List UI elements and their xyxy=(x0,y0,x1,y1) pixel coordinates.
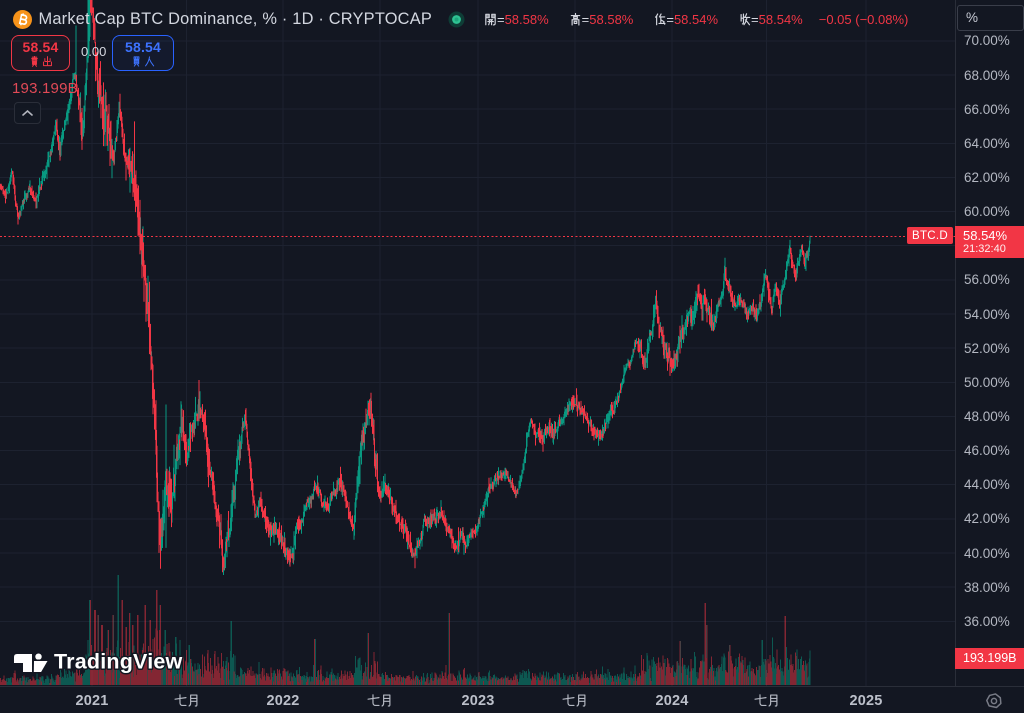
svg-text:TradingView: TradingView xyxy=(54,650,183,674)
